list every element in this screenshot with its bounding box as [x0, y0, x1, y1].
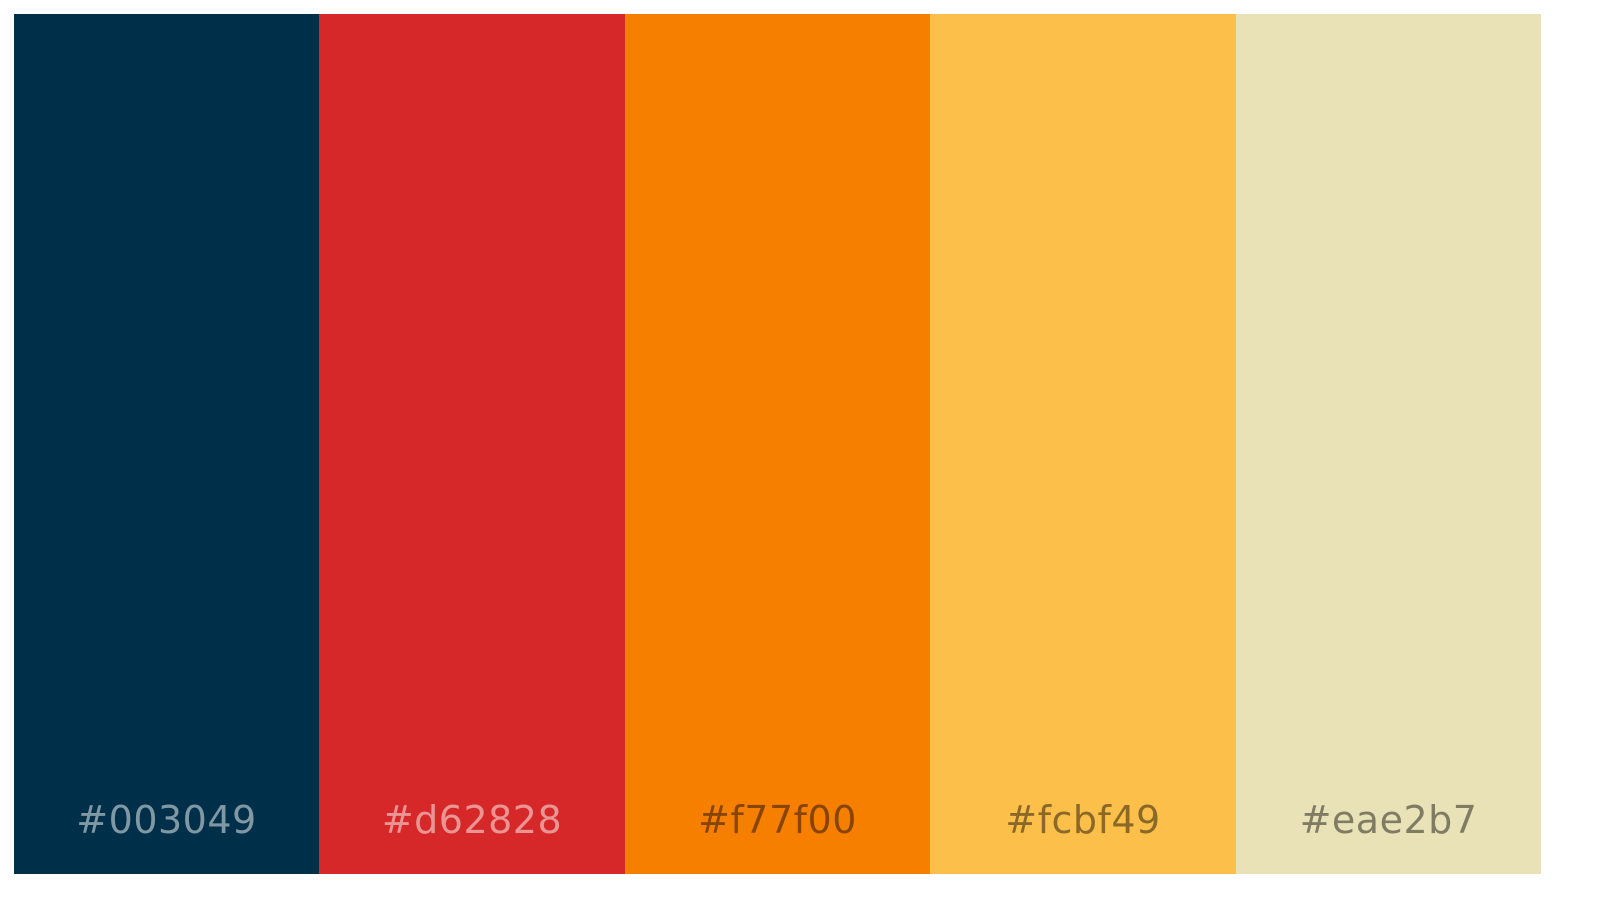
color-swatch-1[interactable]: #003049 — [14, 14, 319, 874]
swatch-hex-label: #f77f00 — [698, 798, 857, 842]
color-swatch-5[interactable]: #eae2b7 — [1236, 14, 1541, 874]
swatch-hex-label: #fcbf49 — [1005, 798, 1161, 842]
color-swatch-4[interactable]: #fcbf49 — [930, 14, 1236, 874]
color-swatch-3[interactable]: #f77f00 — [625, 14, 930, 874]
color-palette: #003049 #d62828 #f77f00 #fcbf49 #eae2b7 — [14, 14, 1541, 874]
swatch-hex-label: #eae2b7 — [1299, 798, 1478, 842]
swatch-hex-label: #d62828 — [381, 798, 563, 842]
color-swatch-2[interactable]: #d62828 — [319, 14, 625, 874]
swatch-hex-label: #003049 — [76, 798, 257, 842]
